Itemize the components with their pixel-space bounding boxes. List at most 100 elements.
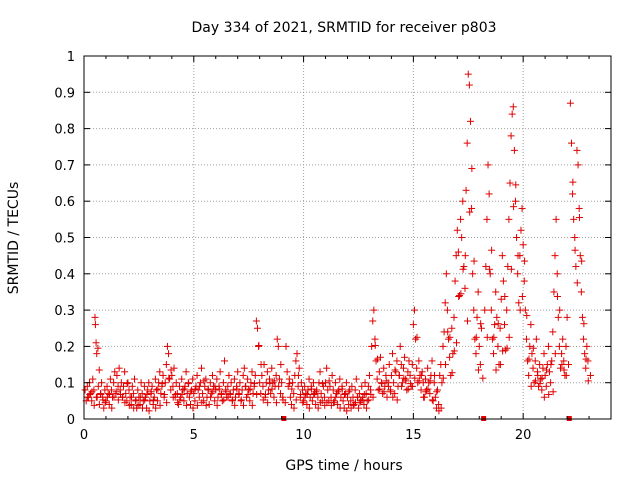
data-point: [251, 371, 259, 379]
data-point: [393, 357, 401, 365]
data-point: [158, 382, 166, 390]
data-point: [245, 386, 253, 394]
data-point: [528, 350, 536, 358]
data-point: [501, 321, 509, 329]
data-point: [216, 368, 224, 376]
data-point: [523, 312, 531, 320]
data-point: [554, 292, 562, 300]
data-point: [389, 393, 397, 401]
data-point: [194, 386, 202, 394]
data-point: [209, 388, 217, 396]
data-point: [452, 339, 460, 347]
x-tick-label: 15: [405, 428, 422, 443]
data-point: [163, 342, 171, 350]
data-point: [286, 393, 294, 401]
data-point: [302, 390, 310, 398]
data-point: [121, 368, 129, 376]
data-point: [103, 382, 111, 390]
data-point: [123, 397, 131, 405]
data-point: [511, 197, 519, 205]
data-point: [370, 306, 378, 314]
data-point: [566, 99, 574, 107]
data-point: [229, 386, 237, 394]
data-point: [564, 361, 572, 369]
data-point: [260, 361, 268, 369]
data-point: [190, 390, 198, 398]
data-point: [201, 382, 209, 390]
data-point: [495, 361, 503, 369]
data-point: [95, 400, 103, 408]
data-point: [545, 390, 553, 398]
data-point: [574, 161, 582, 169]
data-point: [275, 375, 283, 383]
data-point: [137, 379, 145, 387]
data-point: [501, 292, 509, 300]
data-point: [573, 279, 581, 287]
data-point: [249, 390, 257, 398]
data-point: [132, 397, 140, 405]
data-point: [362, 390, 370, 398]
data-point: [182, 401, 190, 409]
data-point: [546, 368, 554, 376]
y-tick-label: 0.6: [54, 195, 75, 210]
data-point: [415, 377, 423, 385]
data-point: [485, 190, 493, 198]
data-point: [494, 342, 502, 350]
data-point: [518, 292, 526, 300]
data-point: [316, 368, 324, 376]
data-point: [386, 386, 394, 394]
data-point: [445, 335, 453, 343]
data-point: [497, 295, 505, 303]
data-point: [389, 350, 397, 358]
data-point: [359, 393, 367, 401]
data-point: [447, 371, 455, 379]
data-point: [519, 241, 527, 249]
data-point: [231, 401, 239, 409]
data-point: [499, 347, 507, 355]
data-point: [560, 357, 568, 365]
data-point: [477, 320, 485, 328]
data-point: [408, 361, 416, 369]
data-point: [105, 400, 113, 408]
data-point: [244, 375, 252, 383]
data-point: [586, 371, 594, 379]
data-point: [474, 288, 482, 296]
data-point: [496, 324, 504, 332]
data-point: [178, 375, 186, 383]
data-point: [225, 371, 233, 379]
data-point: [468, 165, 476, 173]
y-tick-label: 0.8: [54, 123, 75, 138]
data-point: [380, 364, 388, 372]
data-point: [109, 393, 117, 401]
data-point: [334, 400, 342, 408]
data-point: [213, 401, 221, 409]
data-point: [112, 390, 120, 398]
data-point: [398, 382, 406, 390]
data-point: [268, 364, 276, 372]
data-point: [560, 366, 568, 374]
data-point: [551, 252, 559, 260]
data-point: [294, 371, 302, 379]
data-point: [469, 270, 477, 278]
data-point: [509, 103, 517, 111]
data-point: [423, 386, 431, 394]
data-point: [92, 339, 100, 347]
data-point: [493, 313, 501, 321]
data-point: [89, 375, 97, 383]
data-point: [292, 396, 300, 404]
data-point: [373, 375, 381, 383]
data-point: [374, 386, 382, 394]
data-point: [152, 386, 160, 394]
data-point: [535, 382, 543, 390]
data-point: [272, 371, 280, 379]
data-point: [318, 397, 326, 405]
data-point: [93, 350, 101, 358]
data-point: [282, 342, 290, 350]
data-point: [460, 263, 468, 271]
data-point: [151, 375, 159, 383]
data-point: [118, 393, 126, 401]
data-point: [527, 321, 535, 329]
data-point: [234, 368, 242, 376]
data-point: [179, 386, 187, 394]
data-point: [488, 246, 496, 254]
